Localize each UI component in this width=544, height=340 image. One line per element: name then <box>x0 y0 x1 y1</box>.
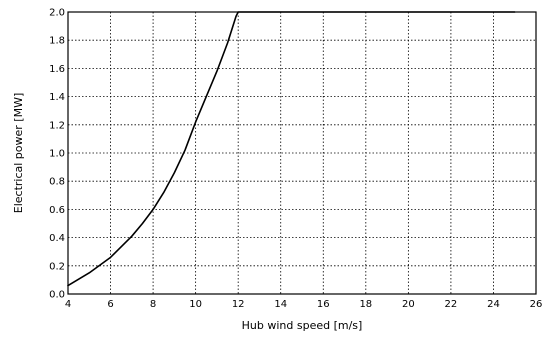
power-curve-line <box>67 11 516 287</box>
y-tick-label: 1.6 <box>49 64 65 75</box>
x-tick-label: 22 <box>445 299 458 310</box>
y-axis-title: Electrical power [MW] <box>12 93 25 214</box>
y-tick-label: 1.2 <box>49 120 65 131</box>
y-tick-label: 0.6 <box>49 205 65 216</box>
y-tick-label: 0.0 <box>49 290 65 301</box>
y-tick-label: 2.0 <box>49 8 65 19</box>
y-tick-label: 0.2 <box>49 261 65 272</box>
y-tick-label: 1.0 <box>49 149 65 160</box>
y-tick-label: 0.4 <box>49 233 65 244</box>
x-tick-label: 10 <box>189 299 202 310</box>
y-tick-label: 1.4 <box>49 92 65 103</box>
x-axis-title: Hub wind speed [m/s] <box>242 319 363 332</box>
y-axis-ticks: 0.0 0.2 0.4 0.6 0.8 1.0 1.2 1.4 1.6 1.8 2.0 <box>49 8 65 301</box>
x-tick-label: 12 <box>232 299 245 310</box>
x-tick-label: 4 <box>65 299 71 310</box>
series-layer <box>67 11 516 287</box>
y-tick-label: 0.8 <box>49 177 65 188</box>
x-axis-ticks: 4 6 8 10 12 14 16 18 20 22 24 26 <box>65 299 543 310</box>
x-tick-label: 20 <box>402 299 415 310</box>
grid-lines <box>68 12 536 294</box>
x-tick-label: 6 <box>107 299 113 310</box>
x-tick-label: 8 <box>150 299 156 310</box>
x-tick-label: 18 <box>359 299 372 310</box>
x-tick-label: 26 <box>530 299 543 310</box>
y-tick-label: 1.8 <box>49 36 65 47</box>
x-tick-label: 24 <box>487 299 500 310</box>
x-tick-label: 14 <box>274 299 287 310</box>
x-tick-label: 16 <box>317 299 330 310</box>
